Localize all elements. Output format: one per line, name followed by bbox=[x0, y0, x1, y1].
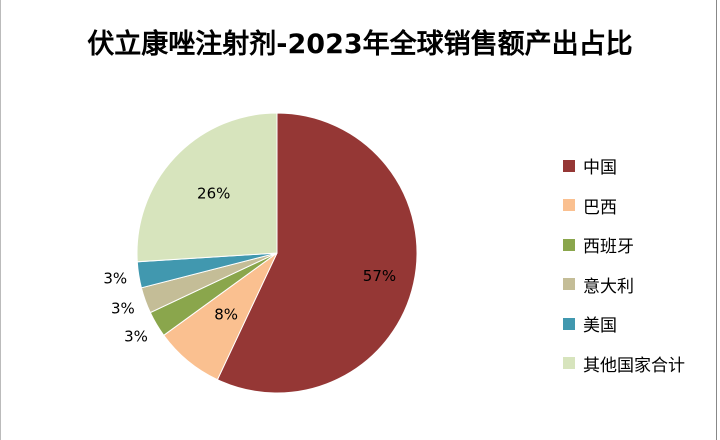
legend-swatch bbox=[563, 199, 575, 212]
legend-swatch bbox=[563, 278, 575, 291]
legend-swatch bbox=[563, 159, 575, 172]
chart-title: 伏立康唑注射剂-2023年全球销售额产出占比 bbox=[87, 29, 633, 60]
data-label-5: 26% bbox=[197, 185, 230, 203]
legend-swatch bbox=[563, 357, 575, 370]
legend-label: 意大利 bbox=[583, 276, 634, 297]
legend-item: 中国 bbox=[563, 146, 685, 186]
pie-slice-0 bbox=[216, 112, 418, 394]
legend-label: 西班牙 bbox=[583, 237, 634, 258]
legend-item: 西班牙 bbox=[563, 225, 685, 265]
data-label-4: 3% bbox=[103, 270, 127, 288]
legend: 中国巴西西班牙意大利美国其他国家合计 bbox=[563, 146, 685, 383]
legend-swatch bbox=[563, 238, 575, 251]
legend-label: 其他国家合计 bbox=[583, 355, 685, 376]
legend-item: 意大利 bbox=[563, 265, 685, 305]
legend-label: 中国 bbox=[583, 158, 617, 179]
data-label-3: 3% bbox=[111, 299, 135, 317]
data-label-0: 57% bbox=[363, 267, 396, 285]
legend-swatch bbox=[563, 317, 575, 330]
legend-label: 美国 bbox=[583, 316, 617, 337]
legend-label: 巴西 bbox=[583, 197, 617, 218]
legend-item: 巴西 bbox=[563, 186, 685, 226]
pie-slice-5 bbox=[136, 112, 278, 263]
data-label-2: 3% bbox=[124, 327, 148, 345]
legend-item: 其他国家合计 bbox=[563, 344, 685, 384]
data-label-1: 8% bbox=[214, 305, 238, 323]
legend-item: 美国 bbox=[563, 304, 685, 344]
